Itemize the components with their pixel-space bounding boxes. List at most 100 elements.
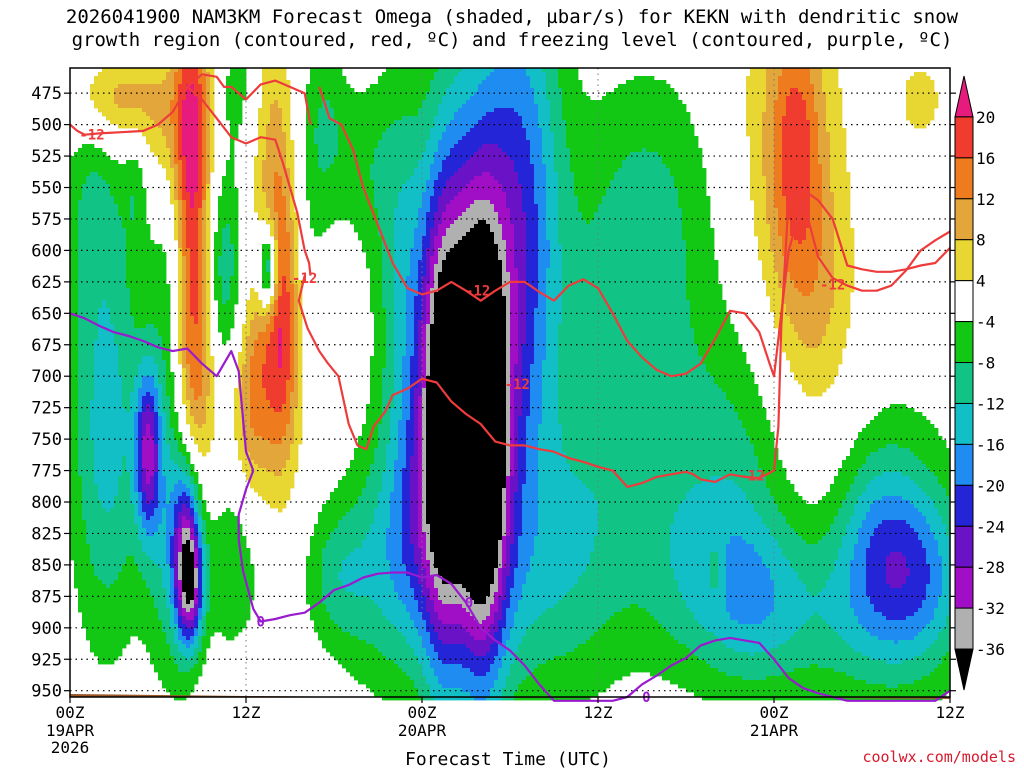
omega-cell: [162, 524, 167, 529]
omega-cell: [166, 556, 171, 561]
omega-cell: [74, 424, 79, 429]
omega-cell: [182, 624, 187, 629]
omega-cell: [178, 128, 183, 133]
omega-cell: [78, 344, 83, 349]
omega-cell: [98, 168, 103, 173]
omega-cell: [122, 516, 127, 521]
omega-cell: [122, 352, 127, 357]
omega-cell: [198, 256, 203, 261]
omega-cell: [146, 588, 151, 593]
omega-cell: [74, 244, 79, 249]
omega-cell: [154, 608, 159, 613]
omega-cell: [114, 456, 119, 461]
omega-cell: [134, 564, 139, 569]
omega-cell: [122, 96, 127, 101]
omega-cell: [126, 584, 131, 589]
omega-cell: [98, 212, 103, 217]
omega-cell: [202, 416, 207, 421]
omega-cell: [206, 584, 211, 589]
omega-cell: [166, 464, 171, 469]
omega-cell: [78, 284, 83, 289]
omega-cell: [126, 364, 131, 369]
omega-cell: [210, 144, 215, 149]
omega-cell: [210, 572, 215, 577]
omega-cell: [110, 284, 115, 289]
omega-cell: [114, 472, 119, 477]
omega-cell: [110, 604, 115, 609]
omega-cell: [118, 176, 123, 181]
omega-cell: [214, 572, 219, 577]
omega-cell: [202, 336, 207, 341]
omega-cell: [138, 220, 143, 225]
omega-cell: [174, 556, 179, 561]
omega-cell: [186, 124, 191, 129]
omega-cell: [230, 92, 235, 97]
omega-cell: [114, 648, 119, 653]
omega-cell: [86, 536, 91, 541]
omega-cell: [114, 476, 119, 481]
omega-cell: [194, 80, 199, 85]
omega-cell: [150, 328, 155, 333]
omega-cell: [182, 156, 187, 161]
omega-cell: [74, 448, 79, 453]
omega-cell: [170, 688, 175, 693]
omega-cell: [98, 260, 103, 265]
omega-cell: [202, 132, 207, 137]
omega-cell: [182, 500, 187, 505]
omega-cell: [126, 224, 131, 229]
omega-cell: [186, 264, 191, 269]
omega-cell: [126, 92, 131, 97]
omega-cell: [218, 548, 223, 553]
omega-cell: [86, 628, 91, 633]
omega-cell: [70, 352, 75, 357]
omega-cell: [154, 580, 159, 585]
omega-cell: [226, 516, 231, 521]
omega-cell: [186, 360, 191, 365]
omega-cell: [98, 616, 103, 621]
omega-cell: [150, 596, 155, 601]
omega-cell: [170, 72, 175, 77]
omega-cell: [106, 492, 111, 497]
omega-cell: [126, 184, 131, 189]
omega-cell: [110, 172, 115, 177]
omega-cell: [226, 224, 231, 229]
omega-cell: [170, 92, 175, 97]
omega-cell: [190, 256, 195, 261]
omega-cell: [146, 568, 151, 573]
omega-cell: [138, 80, 143, 85]
omega-cell: [166, 124, 171, 129]
omega-cell: [178, 344, 183, 349]
omega-cell: [202, 640, 207, 645]
omega-cell: [166, 136, 171, 141]
omega-cell: [78, 348, 83, 353]
omega-cell: [142, 288, 147, 293]
omega-cell: [174, 512, 179, 517]
omega-cell: [70, 440, 75, 445]
omega-cell: [222, 572, 227, 577]
omega-cell: [182, 464, 187, 469]
omega-cell: [110, 116, 115, 121]
omega-cell: [98, 200, 103, 205]
omega-cell: [122, 84, 127, 89]
omega-cell: [134, 516, 139, 521]
omega-cell: [210, 544, 215, 549]
omega-cell: [182, 636, 187, 641]
omega-cell: [118, 648, 123, 653]
omega-cell: [82, 252, 87, 257]
omega-cell: [122, 500, 127, 505]
omega-cell: [138, 272, 143, 277]
omega-cell: [102, 340, 107, 345]
omega-cell: [134, 456, 139, 461]
omega-cell: [70, 468, 75, 473]
omega-cell: [154, 324, 159, 329]
omega-cell: [134, 112, 139, 117]
omega-cell: [194, 332, 199, 337]
omega-cell: [142, 256, 147, 261]
omega-cell: [118, 252, 123, 257]
omega-cell: [86, 468, 91, 473]
omega-cell: [158, 444, 163, 449]
omega-cell: [178, 244, 183, 249]
omega-cell: [106, 540, 111, 545]
omega-cell: [214, 552, 219, 557]
omega-cell: [182, 252, 187, 257]
